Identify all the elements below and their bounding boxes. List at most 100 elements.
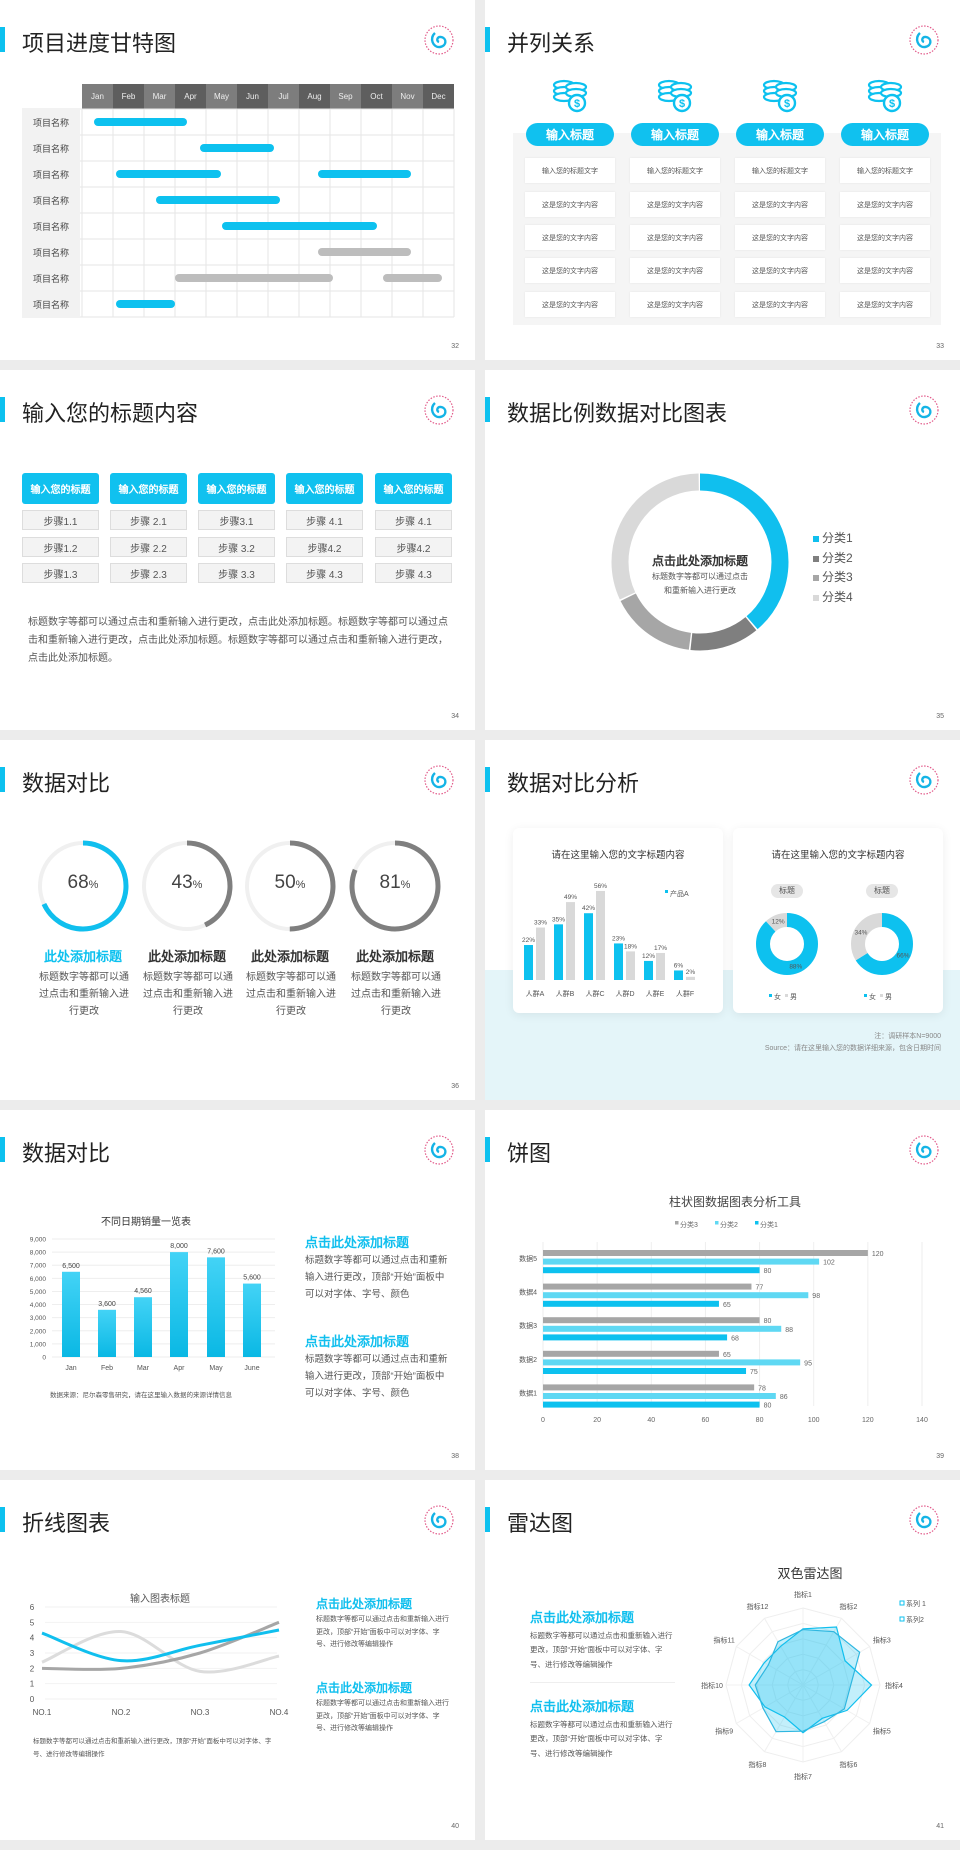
- text-cell[interactable]: 这是您的文字内容: [630, 258, 720, 283]
- step-box[interactable]: 步骤1.3: [22, 563, 99, 583]
- column-heading[interactable]: 输入您的标题: [286, 473, 363, 504]
- text-cell[interactable]: 这是您的文字内容: [840, 258, 930, 283]
- bar-value-label: 56%: [594, 883, 607, 890]
- step-box[interactable]: 步骤 2.1: [110, 510, 187, 530]
- slide-title: 折线图表: [22, 1511, 111, 1536]
- x-tick-label: 140: [916, 1417, 928, 1424]
- month-header: Sep: [330, 84, 361, 109]
- bar-value-label: 88: [785, 1327, 793, 1334]
- slide-title: 数据对比分析: [507, 771, 640, 796]
- text-cell[interactable]: 这是您的文字内容: [735, 258, 825, 283]
- logo-ring: [424, 1505, 454, 1535]
- logo-swirl: [430, 772, 447, 789]
- text-cell[interactable]: 这是您的文字内容: [525, 258, 615, 283]
- slide-38[interactable]: 数据对比 38 不同日期销量一览表 0 1,000 2,000 3,000 4,000 5,00…: [0, 1110, 475, 1470]
- logo-swirl: [430, 402, 447, 419]
- block-heading: 点击此处添加标题: [530, 1610, 635, 1625]
- axis-label: 指标1: [794, 1590, 812, 1599]
- y-tick-label: 6: [30, 1603, 35, 1612]
- step-box[interactable]: 步骤4.2: [286, 537, 363, 557]
- step-box[interactable]: 步骤 2.2: [110, 537, 187, 557]
- note-text: 注：调研样本N=9000: [874, 1033, 941, 1040]
- slide-33[interactable]: 并列关系 33 $ 输入标题 输入您的标题文字 这是您的文字内容 这是您的文字内容 这是您的文…: [485, 0, 960, 360]
- legend-label: 分类2: [822, 550, 853, 565]
- title-accent-bar: [0, 767, 5, 792]
- slide-39[interactable]: 饼图 39 柱状图数据图表分析工具 分类3 分类2 分类1 0 20 40 60 80 100 120 1…: [485, 1110, 960, 1470]
- text-cell[interactable]: 这是您的文字内容: [630, 192, 720, 217]
- column-heading[interactable]: 输入您的标题: [22, 473, 99, 504]
- page-number: 32: [451, 343, 459, 350]
- row-label: 项目名称: [22, 110, 80, 135]
- slide-title: 数据对比: [22, 1141, 111, 1166]
- percent-number: 81: [379, 872, 401, 893]
- bar: [170, 1252, 188, 1357]
- slide-32[interactable]: 项目进度甘特图 32 Jan Feb Mar Apr May Jun Jul Aug Sep Oct N…: [0, 0, 475, 360]
- chart-title: 不同日期销量一览表: [101, 1215, 191, 1228]
- category-label: 人群E: [646, 989, 665, 998]
- text-cell[interactable]: 这是您的文字内容: [525, 225, 615, 250]
- text-cell[interactable]: 这是您的文字内容: [525, 292, 615, 317]
- column-heading-pill[interactable]: 输入标题: [841, 123, 929, 146]
- text-cell[interactable]: 这是您的文字内容: [735, 192, 825, 217]
- step-box[interactable]: 步骤 2.3: [110, 563, 187, 583]
- coins-dollar-icon: $: [552, 79, 588, 113]
- logo-ring: [909, 1135, 939, 1165]
- step-box[interactable]: 步骤3.1: [198, 510, 275, 530]
- block-text: 标题数字等都可以通过点击和重新输入进行更改，顶部“开始”面板中可以对字体、字号、…: [316, 1616, 449, 1649]
- text-cell[interactable]: 输入您的标题文字: [525, 158, 615, 183]
- month-header: May: [206, 84, 237, 109]
- text-cell[interactable]: 这是您的文字内容: [735, 292, 825, 317]
- slide-40[interactable]: 折线图表 40 输入图表标题 0 1 2 3 4 5 6 NO.1 NO.2 NO.3 NO.4 标题数字等…: [0, 1480, 475, 1840]
- text-cell[interactable]: 这是您的文字内容: [735, 225, 825, 250]
- step-box[interactable]: 步骤 4.1: [286, 510, 363, 530]
- line-chart: 输入图表标题 0 1 2 3 4 5 6 NO.1 NO.2 NO.3 NO.4: [30, 1592, 289, 1717]
- step-box[interactable]: 步骤 4.1: [375, 510, 452, 530]
- bar-value-label: 65: [723, 1302, 731, 1309]
- percent-sign: %: [192, 879, 203, 891]
- step-box[interactable]: 步骤1.1: [22, 510, 99, 530]
- text-cell[interactable]: 这是您的文字内容: [840, 225, 930, 250]
- step-box[interactable]: 步骤4.2: [375, 537, 452, 557]
- slide-41[interactable]: 雷达图 41 双色雷达图 指标1 指标2 指标3 指标4 指标5 指标6 指标7 指标8 指标9 指标1…: [485, 1480, 960, 1840]
- logo-ring: [909, 25, 939, 55]
- slide-35[interactable]: 数据比例数据对比图表 35 点击此处添加标题 标题数字等都可以通过点击和重新输入进行更…: [485, 370, 960, 730]
- text-cell[interactable]: 输入您的标题文字: [630, 158, 720, 183]
- item-heading: 此处添加标题: [355, 949, 434, 964]
- text-cell[interactable]: 这是您的文字内容: [525, 192, 615, 217]
- text-cell[interactable]: 这是您的文字内容: [840, 292, 930, 317]
- step-box[interactable]: 步骤1.2: [22, 537, 99, 557]
- comparison-charts: 22%33%人群A35%49%人群B42%56%人群C23%18%人群D12%1…: [522, 883, 913, 1001]
- step-box[interactable]: 步骤 3.3: [198, 563, 275, 583]
- title-accent-bar: [485, 1507, 490, 1532]
- y-tick-label: 0: [30, 1695, 35, 1704]
- slide-34[interactable]: 输入您的标题内容 34 输入您的标题 步骤1.1 步骤1.2 步骤1.3 输入您的标题 步骤 …: [0, 370, 475, 730]
- x-category-label: Mar: [137, 1365, 150, 1372]
- donut-value-label: 12%: [772, 919, 785, 926]
- step-box[interactable]: 步骤 3.2: [198, 537, 275, 557]
- column-heading[interactable]: 输入您的标题: [198, 473, 275, 504]
- text-cell[interactable]: 输入您的标题文字: [840, 158, 930, 183]
- bar: [686, 976, 695, 980]
- bar-value-label: 80: [764, 1318, 772, 1325]
- column-heading-pill[interactable]: 输入标题: [526, 123, 614, 146]
- column-heading[interactable]: 输入您的标题: [375, 473, 452, 504]
- step-box[interactable]: 步骤 4.3: [375, 563, 452, 583]
- month-header: Nov: [392, 84, 423, 109]
- step-box[interactable]: 步骤 4.3: [286, 563, 363, 583]
- text-cell[interactable]: 输入您的标题文字: [735, 158, 825, 183]
- column-heading[interactable]: 输入您的标题: [110, 473, 187, 504]
- legend-label: 分类1: [822, 531, 853, 545]
- column-heading-pill[interactable]: 输入标题: [631, 123, 719, 146]
- title-accent-bar: [0, 27, 5, 52]
- slide-37[interactable]: 数据对比分析37请在这里输入您的文字标题内容请在这里输入您的文字标题内容22%3…: [485, 740, 960, 1100]
- text-cell[interactable]: 这是您的文字内容: [840, 192, 930, 217]
- text-cell[interactable]: 这是您的文字内容: [630, 225, 720, 250]
- school-logo: [909, 1135, 939, 1165]
- column-heading-pill[interactable]: 输入标题: [736, 123, 824, 146]
- page-number: 33: [936, 343, 944, 350]
- slide-36[interactable]: 数据对比 36 68% 此处添加标题 标题数字等都可以通过点击和重新输入进行更改 43% 此…: [0, 740, 475, 1100]
- radar-spoke: [764, 1618, 804, 1686]
- row-label: 项目名称: [22, 188, 80, 213]
- text-cell[interactable]: 这是您的文字内容: [630, 292, 720, 317]
